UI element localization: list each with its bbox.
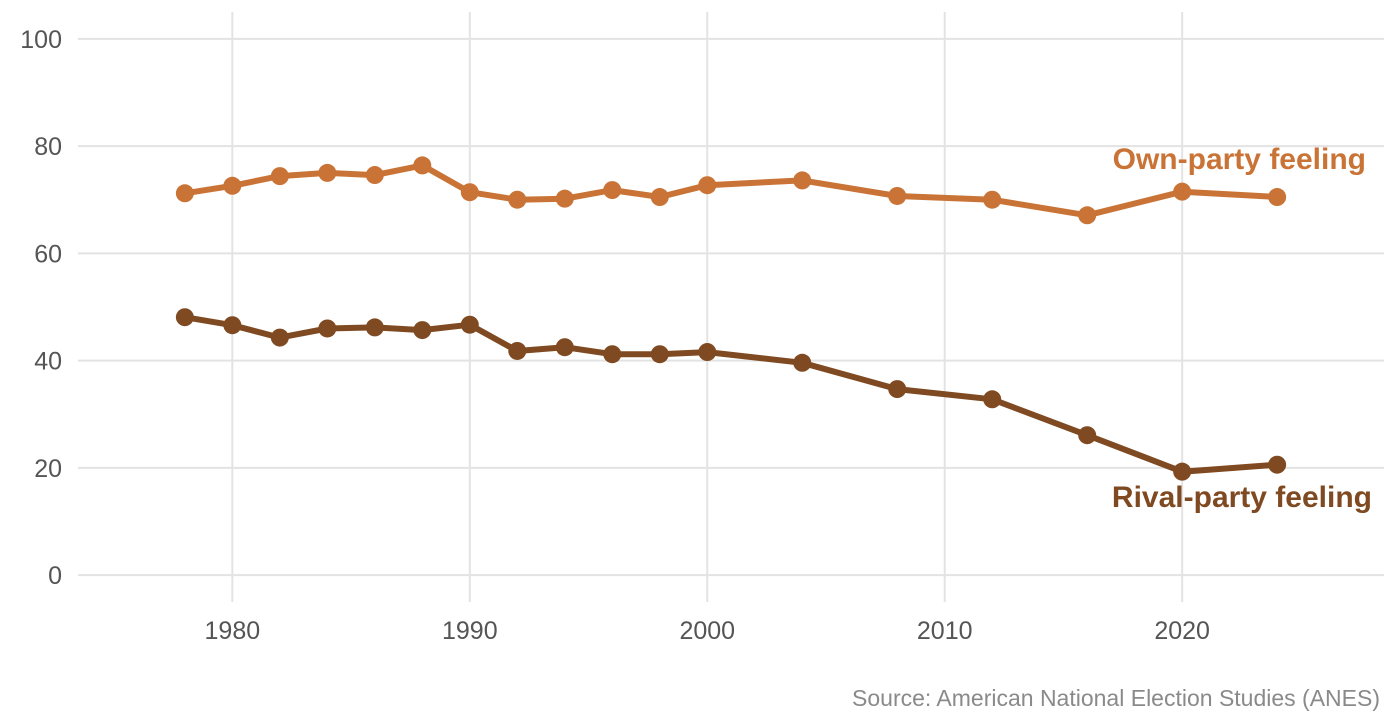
series-label-0: Own-party feeling [1113, 143, 1366, 176]
data-point [270, 328, 289, 347]
data-point [508, 190, 527, 209]
data-point [698, 343, 717, 362]
data-point [1078, 206, 1097, 225]
y-tick-label: 80 [34, 133, 62, 161]
data-point [365, 166, 384, 185]
series-line-1 [181, 314, 1281, 475]
data-point [603, 345, 622, 364]
data-point [793, 171, 812, 190]
data-point [175, 184, 194, 203]
grid [78, 12, 1384, 602]
data-point [603, 181, 622, 200]
y-tick-label: 0 [48, 562, 62, 590]
data-point [1268, 455, 1287, 474]
x-tick-label: 2010 [917, 617, 973, 645]
data-point [793, 353, 812, 372]
x-tick-label: 1990 [442, 617, 498, 645]
data-point [555, 338, 574, 357]
data-point [650, 345, 669, 364]
data-point [1173, 182, 1192, 201]
y-axis-ticks: 0 20 40 60 80 100 [20, 26, 62, 590]
series-label-1: Rival-party feeling [1112, 481, 1372, 514]
data-point [175, 308, 194, 327]
x-tick-label: 1980 [205, 617, 261, 645]
x-tick-label: 2000 [679, 617, 735, 645]
data-point [888, 380, 907, 399]
data-point [223, 176, 242, 195]
x-axis-ticks: 1980 1990 2000 2010 2020 [205, 617, 1210, 645]
data-point [650, 188, 669, 207]
data-point [983, 190, 1002, 209]
data-point [460, 315, 479, 334]
data-point [318, 163, 337, 182]
data-point [270, 167, 289, 186]
data-point [413, 321, 432, 340]
data-point [318, 319, 337, 338]
data-point [223, 316, 242, 335]
data-point [508, 341, 527, 360]
data-point [1078, 426, 1097, 445]
data-point [460, 183, 479, 202]
data-point [1268, 188, 1287, 207]
series-lines [181, 162, 1281, 475]
y-tick-label: 60 [34, 240, 62, 268]
source-note: Source: American National Election Studi… [852, 685, 1380, 711]
data-point [365, 318, 384, 337]
series-labels: Own-party feeling Rival-party feeling [1112, 143, 1372, 514]
data-point [698, 176, 717, 195]
data-point [555, 189, 574, 208]
data-point [413, 156, 432, 175]
y-tick-label: 40 [34, 348, 62, 376]
series-points [175, 156, 1287, 481]
data-point [1173, 462, 1192, 481]
data-point [983, 390, 1002, 409]
data-point [888, 186, 907, 205]
x-tick-label: 2020 [1154, 617, 1210, 645]
y-tick-label: 100 [20, 26, 62, 54]
y-tick-label: 20 [34, 455, 62, 483]
